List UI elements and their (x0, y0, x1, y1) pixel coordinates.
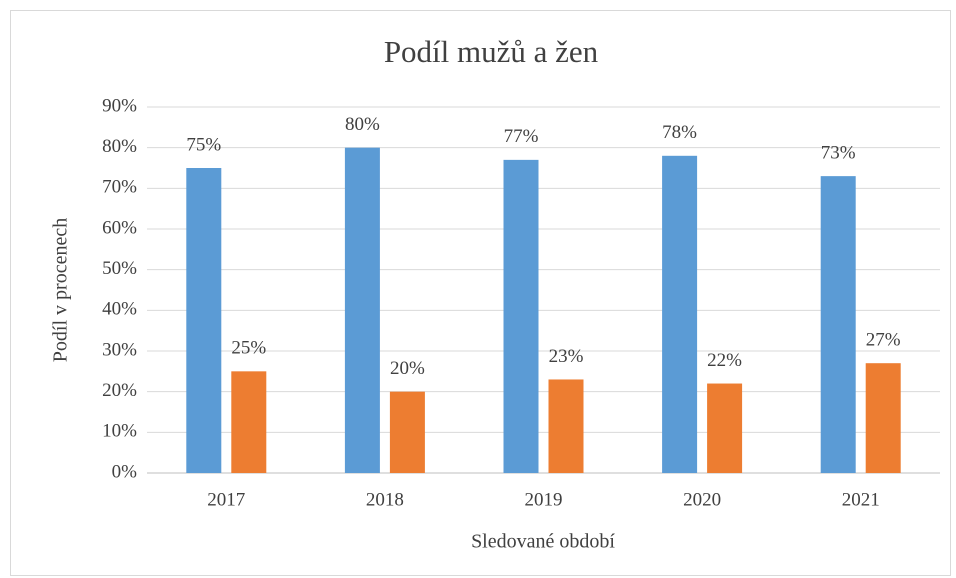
bar (344, 147, 380, 473)
x-tick-label: 2021 (842, 489, 880, 510)
y-tick-label: 60% (102, 217, 137, 238)
y-tick-label: 0% (112, 461, 138, 482)
data-label: 77% (504, 126, 539, 147)
bar (548, 379, 584, 473)
data-label: 78% (662, 122, 697, 143)
y-tick-label: 30% (102, 339, 137, 360)
bar (707, 383, 743, 473)
y-tick-label: 50% (102, 258, 137, 279)
data-label: 27% (866, 330, 901, 351)
data-label: 75% (186, 134, 221, 155)
y-tick-label: 40% (102, 299, 137, 320)
data-label: 20% (390, 358, 425, 379)
x-tick-label: 2017 (207, 489, 245, 510)
chart-title: Podíl mužů a žen (384, 34, 599, 69)
bar (503, 159, 539, 473)
data-label: 73% (821, 142, 856, 163)
y-tick-label: 10% (102, 421, 137, 442)
data-label: 25% (231, 338, 266, 359)
y-tick-label: 70% (102, 177, 137, 198)
x-tick-label: 2019 (525, 489, 563, 510)
bar (865, 363, 901, 473)
y-axis-label: Podíl v procenech (50, 218, 72, 362)
y-tick-label: 90% (102, 95, 137, 116)
x-tick-label: 2020 (683, 489, 721, 510)
chart-frame (10, 10, 951, 576)
bar (186, 168, 222, 473)
data-label: 23% (549, 346, 584, 367)
x-axis-label: Sledované období (471, 531, 615, 553)
data-label: 22% (707, 350, 742, 371)
bar (389, 391, 425, 473)
y-tick-label: 20% (102, 380, 137, 401)
bar (662, 155, 698, 474)
x-tick-label: 2018 (366, 489, 404, 510)
bar (231, 371, 267, 473)
data-label: 80% (345, 114, 380, 135)
bar (820, 176, 856, 473)
y-tick-label: 80% (102, 136, 137, 157)
